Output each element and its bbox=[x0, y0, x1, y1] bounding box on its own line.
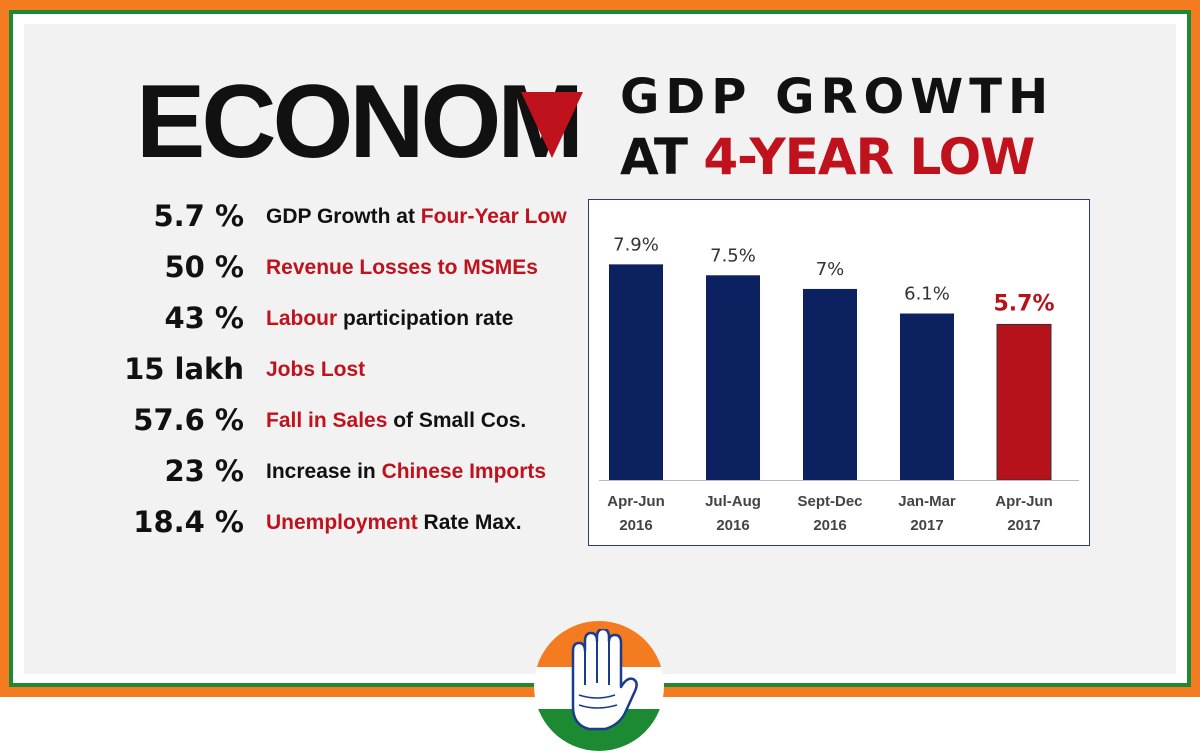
stat-highlight-text: Chinese Imports bbox=[381, 460, 547, 483]
headline-prefix: AT bbox=[620, 128, 704, 186]
x-tick-label: 2016 bbox=[716, 517, 749, 534]
stat-highlight-text: Unemployment bbox=[266, 511, 418, 534]
bar bbox=[996, 323, 1052, 481]
bar-value-label: 5.7% bbox=[993, 291, 1054, 316]
stat-text: GDP Growth at bbox=[266, 205, 421, 228]
x-tick-label: Sept-Dec bbox=[797, 493, 862, 510]
x-tick-label: 2017 bbox=[910, 517, 943, 534]
bar bbox=[609, 264, 663, 480]
stat-description: Revenue Losses to MSMEs bbox=[266, 250, 538, 286]
bar bbox=[900, 313, 954, 480]
x-tick-label: 2016 bbox=[813, 517, 846, 534]
stat-value: 57.6 % bbox=[133, 403, 244, 437]
bar-value-label: 7.9% bbox=[613, 234, 659, 255]
bar bbox=[803, 288, 857, 480]
bar bbox=[706, 275, 760, 480]
stat-highlight-text: Fall in Sales bbox=[266, 409, 388, 432]
stat-value: 23 % bbox=[164, 454, 244, 488]
x-tick-label: Apr-Jun bbox=[995, 493, 1053, 510]
stat-description: Increase in Chinese Imports bbox=[266, 454, 546, 490]
gdp-chart: 7.9% Apr-Jun 2016 7.5% Jul-Aug 2016 7% Sept-Dec… bbox=[588, 199, 1090, 546]
headline-highlight: 4-YEAR LOW bbox=[703, 128, 1035, 186]
x-tick-label: Jul-Aug bbox=[705, 493, 761, 510]
stat-highlight-text: Jobs Lost bbox=[266, 358, 366, 381]
stat-highlight-text: Revenue Losses to MSMEs bbox=[266, 256, 538, 279]
stat-description: Jobs Lost bbox=[266, 352, 365, 388]
stat-text: Increase in bbox=[266, 460, 382, 483]
stat-value: 18.4 % bbox=[133, 505, 244, 539]
congress-hand-icon bbox=[571, 629, 638, 731]
stat-description: Unemployment Rate Max. bbox=[266, 505, 522, 541]
party-logo bbox=[534, 621, 664, 751]
down-triangle-icon bbox=[521, 92, 583, 158]
stat-description: Fall in Sales of Small Cos. bbox=[266, 403, 526, 439]
x-tick-label: Apr-Jun bbox=[607, 493, 665, 510]
stat-text: participation rate bbox=[337, 307, 514, 330]
economy-title: ECONOM bbox=[136, 64, 584, 180]
stat-text: Rate Max. bbox=[417, 511, 522, 534]
stat-description: GDP Growth at Four-Year Low bbox=[266, 199, 567, 235]
gdp-chart-svg: 7.9% Apr-Jun 2016 7.5% Jul-Aug 2016 7% Sept-Dec… bbox=[599, 234, 1079, 534]
x-tick-label: Jan-Mar bbox=[898, 493, 956, 510]
headline-line-1: GDP GROWTH bbox=[620, 69, 1055, 125]
x-tick-label: 2016 bbox=[619, 517, 652, 534]
bar-value-label: 6.1% bbox=[904, 284, 950, 305]
stat-value: 5.7 % bbox=[153, 199, 244, 233]
stat-value: 15 lakh bbox=[124, 352, 244, 386]
bar-value-label: 7.5% bbox=[710, 245, 756, 266]
stat-value: 43 % bbox=[164, 301, 244, 335]
stat-value: 50 % bbox=[164, 250, 244, 284]
stat-description: Labour participation rate bbox=[266, 301, 513, 337]
x-tick-label: 2017 bbox=[1007, 517, 1040, 534]
stat-text: of Small Cos. bbox=[387, 409, 527, 432]
stat-highlight-text: Labour bbox=[266, 307, 338, 330]
bar-value-label: 7% bbox=[816, 259, 845, 280]
headline-line-2: AT 4-YEAR LOW bbox=[620, 128, 1035, 186]
stat-highlight-text: Four-Year Low bbox=[420, 205, 567, 228]
